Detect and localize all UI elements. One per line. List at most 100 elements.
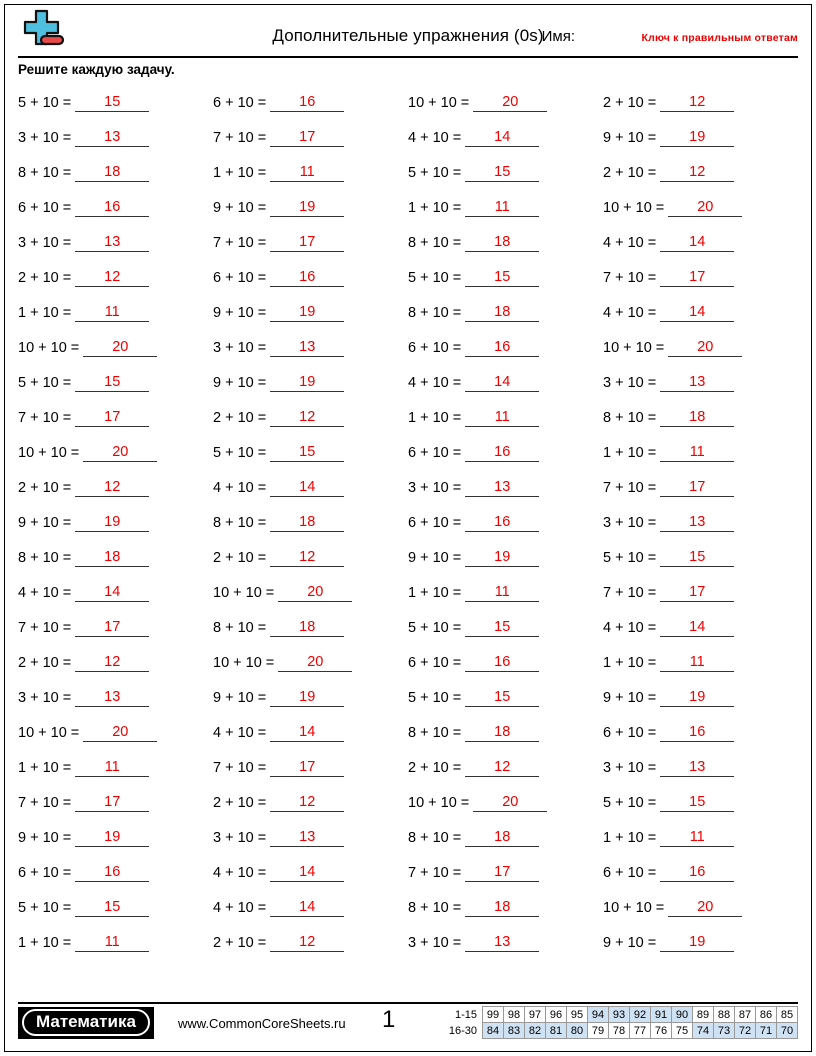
answer-blank[interactable]: 20 [668,199,743,217]
answer-blank[interactable]: 15 [660,794,735,812]
answer-blank[interactable]: 18 [465,304,540,322]
answer-blank[interactable]: 19 [660,129,735,147]
answer-blank[interactable]: 11 [465,409,540,427]
answer-blank[interactable]: 16 [465,514,540,532]
answer-blank[interactable]: 13 [270,829,345,847]
answer-blank[interactable]: 18 [465,234,540,252]
answer-blank[interactable]: 16 [270,94,345,112]
answer-blank[interactable]: 13 [75,129,150,147]
answer-blank[interactable]: 15 [660,549,735,567]
answer-blank[interactable]: 14 [270,899,345,917]
answer-blank[interactable]: 11 [660,829,735,847]
answer-blank[interactable]: 17 [270,234,345,252]
answer-blank[interactable]: 17 [75,619,150,637]
answer-blank[interactable]: 16 [465,444,540,462]
answer-blank[interactable]: 18 [660,409,735,427]
answer-blank[interactable]: 18 [270,619,345,637]
answer-blank[interactable]: 19 [75,514,150,532]
answer-blank[interactable]: 16 [270,269,345,287]
answer-blank[interactable]: 12 [270,549,345,567]
answer-blank[interactable]: 12 [75,479,150,497]
answer-blank[interactable]: 17 [75,794,150,812]
answer-blank[interactable]: 20 [83,444,158,462]
answer-blank[interactable]: 16 [465,654,540,672]
answer-blank[interactable]: 19 [270,199,345,217]
answer-blank[interactable]: 13 [465,479,540,497]
answer-blank[interactable]: 18 [465,724,540,742]
answer-blank[interactable]: 15 [465,269,540,287]
answer-blank[interactable]: 18 [75,164,150,182]
answer-blank[interactable]: 15 [465,619,540,637]
answer-blank[interactable]: 17 [660,584,735,602]
answer-blank[interactable]: 14 [270,864,345,882]
answer-blank[interactable]: 13 [660,514,735,532]
answer-blank[interactable]: 11 [660,444,735,462]
answer-blank[interactable]: 20 [83,339,158,357]
answer-blank[interactable]: 14 [465,374,540,392]
answer-blank[interactable]: 18 [75,549,150,567]
answer-blank[interactable]: 13 [660,759,735,777]
answer-blank[interactable]: 15 [465,164,540,182]
answer-blank[interactable]: 11 [270,164,345,182]
answer-blank[interactable]: 12 [660,94,735,112]
answer-blank[interactable]: 13 [75,234,150,252]
answer-blank[interactable]: 14 [660,304,735,322]
answer-blank[interactable]: 17 [270,759,345,777]
answer-blank[interactable]: 12 [660,164,735,182]
answer-blank[interactable]: 16 [660,864,735,882]
answer-blank[interactable]: 16 [465,339,540,357]
answer-blank[interactable]: 12 [270,794,345,812]
answer-blank[interactable]: 11 [465,199,540,217]
answer-blank[interactable]: 11 [75,934,150,952]
answer-blank[interactable]: 17 [270,129,345,147]
answer-blank[interactable]: 18 [465,829,540,847]
answer-blank[interactable]: 16 [75,864,150,882]
answer-blank[interactable]: 13 [75,689,150,707]
answer-blank[interactable]: 12 [75,654,150,672]
answer-blank[interactable]: 19 [75,829,150,847]
answer-blank[interactable]: 12 [270,934,345,952]
answer-blank[interactable]: 11 [660,654,735,672]
answer-blank[interactable]: 15 [465,689,540,707]
answer-blank[interactable]: 19 [660,689,735,707]
answer-blank[interactable]: 16 [660,724,735,742]
answer-blank[interactable]: 17 [660,479,735,497]
answer-blank[interactable]: 16 [75,199,150,217]
answer-blank[interactable]: 14 [75,584,150,602]
answer-blank[interactable]: 14 [660,234,735,252]
answer-blank[interactable]: 17 [75,409,150,427]
answer-blank[interactable]: 15 [270,444,345,462]
answer-blank[interactable]: 15 [75,94,150,112]
answer-blank[interactable]: 17 [660,269,735,287]
answer-blank[interactable]: 19 [660,934,735,952]
answer-blank[interactable]: 20 [278,584,353,602]
answer-blank[interactable]: 19 [270,304,345,322]
answer-blank[interactable]: 12 [75,269,150,287]
answer-blank[interactable]: 11 [75,759,150,777]
answer-blank[interactable]: 17 [465,864,540,882]
answer-blank[interactable]: 18 [270,514,345,532]
answer-blank[interactable]: 14 [270,724,345,742]
answer-blank[interactable]: 19 [270,374,345,392]
answer-blank[interactable]: 12 [465,759,540,777]
answer-blank[interactable]: 20 [278,654,353,672]
answer-blank[interactable]: 20 [668,339,743,357]
answer-blank[interactable]: 13 [660,374,735,392]
answer-blank[interactable]: 20 [473,94,548,112]
answer-blank[interactable]: 15 [75,374,150,392]
answer-blank[interactable]: 19 [270,689,345,707]
answer-blank[interactable]: 11 [75,304,150,322]
answer-blank[interactable]: 14 [270,479,345,497]
answer-blank[interactable]: 13 [465,934,540,952]
answer-blank[interactable]: 12 [270,409,345,427]
answer-blank[interactable]: 14 [465,129,540,147]
answer-blank[interactable]: 19 [465,549,540,567]
answer-blank[interactable]: 11 [465,584,540,602]
answer-blank[interactable]: 20 [473,794,548,812]
answer-blank[interactable]: 14 [660,619,735,637]
answer-blank[interactable]: 20 [668,899,743,917]
answer-blank[interactable]: 13 [270,339,345,357]
answer-blank[interactable]: 15 [75,899,150,917]
answer-blank[interactable]: 20 [83,724,158,742]
answer-blank[interactable]: 18 [465,899,540,917]
